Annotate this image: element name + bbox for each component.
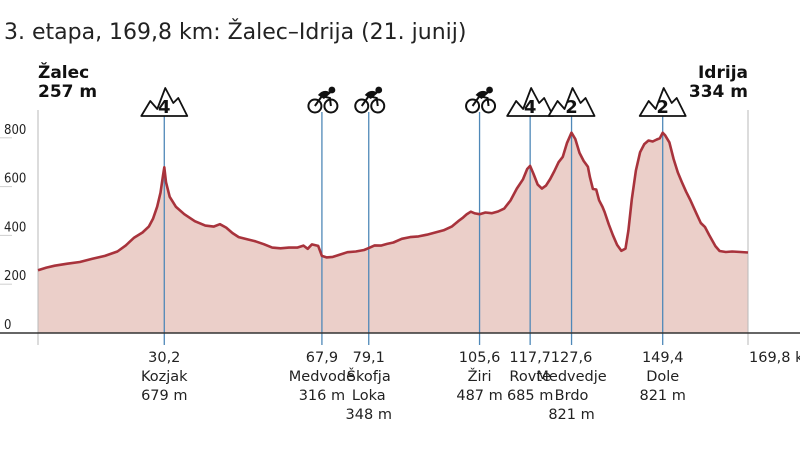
finish-km-label: 169,8 km: [749, 350, 800, 366]
point-elevation-label: 487 m: [456, 388, 502, 404]
point-elevation-label: 348 m: [346, 407, 392, 423]
point-name-label: Škofja: [347, 367, 391, 385]
point-km-label: 117,7: [509, 350, 551, 366]
y-tick-label: 800: [4, 123, 26, 138]
point-name-label: Kozjak: [141, 369, 188, 385]
climb-category-icon: 4: [140, 87, 189, 118]
mountain-outline: [638, 87, 687, 117]
cyclist-icon: [354, 86, 386, 114]
point-km-label: 79,1: [353, 350, 385, 366]
point-km-label: 105,6: [459, 350, 501, 366]
y-tick-label: 200: [4, 269, 26, 284]
climb-category-label: 2: [656, 97, 669, 118]
cyclist-icon: [465, 86, 497, 114]
mountain-outline: [547, 87, 596, 117]
point-name-label: Rovte: [509, 369, 551, 385]
point-name-label: Dole: [646, 369, 679, 385]
point-name-label: Brdo: [555, 388, 589, 404]
chart-title: 3. etapa, 169,8 km: Žalec–Idrija (21. ju…: [4, 20, 467, 45]
start-label: Žalec 257 m: [38, 64, 97, 102]
point-elevation-label: 821 m: [639, 388, 685, 404]
y-tick-label: 400: [4, 220, 26, 235]
mountain-outline: [140, 87, 189, 117]
point-name-label: Medvedje: [536, 369, 606, 385]
point-km-label: 67,9: [306, 350, 338, 366]
finish-name: Idrija: [697, 63, 748, 83]
point-km-label: 149,4: [642, 350, 684, 366]
point-elevation-label: 685 m: [507, 388, 553, 404]
climb-category-icon: 2: [547, 87, 596, 118]
elevation-area: [38, 132, 748, 333]
climb-category-label: 2: [565, 97, 578, 118]
climb-category-label: 4: [158, 97, 171, 118]
point-name-label: Loka: [352, 388, 386, 404]
point-elevation-label: 821 m: [548, 407, 594, 423]
y-tick-label: 600: [4, 172, 26, 187]
point-km-label: 127,6: [551, 350, 593, 366]
point-elevation-label: 316 m: [299, 388, 345, 404]
y-tick-label: 0: [4, 318, 11, 333]
cyclist-icon: [307, 86, 339, 114]
start-name: Žalec: [38, 63, 90, 83]
point-name-label: Žiri: [468, 367, 492, 385]
finish-elevation: 334 m: [688, 82, 748, 102]
start-elevation: 257 m: [38, 82, 98, 102]
finish-label: Idrija 334 m: [689, 64, 748, 102]
climb-category-label: 4: [524, 97, 537, 118]
point-km-label: 30,2: [148, 350, 180, 366]
elevation-line: [37, 131, 749, 272]
point-name-label: Medvode: [289, 369, 355, 385]
point-elevation-label: 679 m: [141, 388, 187, 404]
climb-category-icon: 4: [506, 87, 555, 118]
climb-category-icon: 2: [638, 87, 687, 118]
